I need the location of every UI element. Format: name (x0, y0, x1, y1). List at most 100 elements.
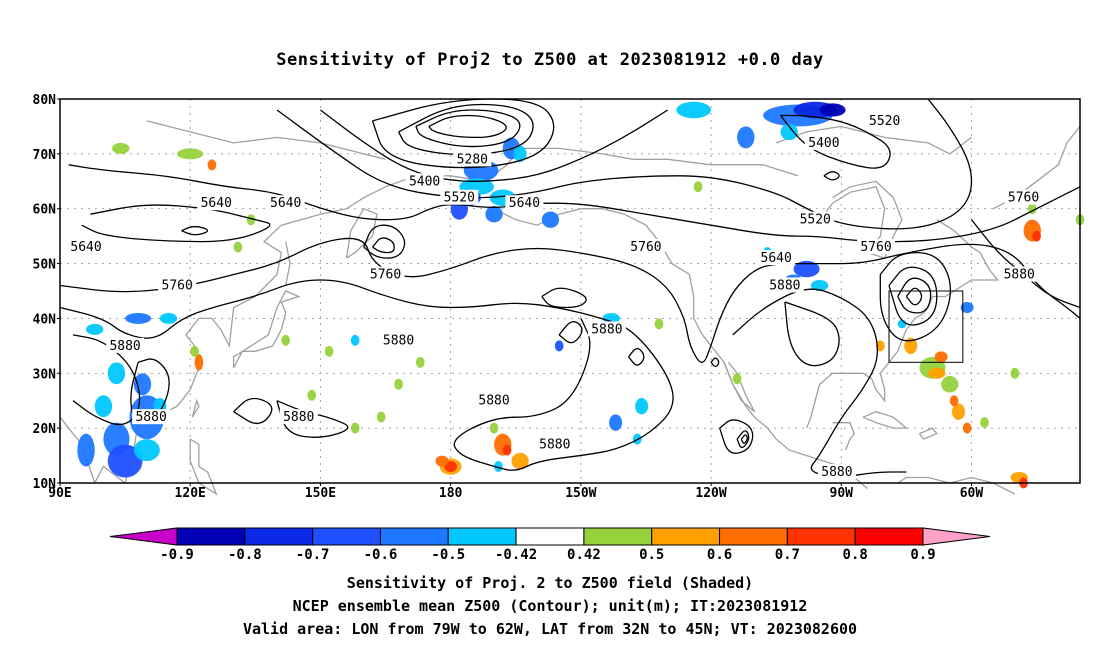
colorbar-label: 0.5 (639, 547, 664, 563)
z500-contour (736, 430, 750, 448)
sensitivity-blob (350, 422, 360, 434)
sensitivity-blob (904, 337, 918, 355)
lon-tick-label: 120E (175, 486, 206, 501)
sensitivity-blob (962, 422, 972, 434)
lon-tick-label: 60W (960, 486, 984, 501)
sensitivity-blob (780, 123, 798, 141)
coastline (832, 422, 856, 451)
sensitivity-blob (951, 403, 965, 420)
sensitivity-blob (307, 389, 317, 401)
colorbar: -0.9 -0.8 -0.7 -0.6 -0.5 -0.42 0.42 0.5 0.6 0.7 0.… (109, 527, 991, 563)
lat-tick-label: 80N (33, 93, 57, 108)
coastline (191, 398, 200, 418)
contour-label: 5520 (800, 213, 831, 228)
z500-contour (428, 114, 507, 139)
sensitivity-blob (485, 205, 503, 223)
colorbar-box (312, 527, 381, 546)
coastline (493, 208, 868, 489)
contour-label: 5520 (869, 114, 900, 129)
z500-contour (719, 419, 754, 454)
z500-contour (970, 219, 1081, 309)
contour-label: 5880 (539, 438, 570, 453)
sensitivity-blob (125, 312, 152, 324)
colorbar-box (719, 527, 788, 546)
z500-contour (897, 277, 932, 314)
contour-label: 5400 (409, 174, 440, 189)
coastline (775, 125, 972, 155)
colorbar-box (515, 527, 585, 546)
z500-contour (371, 98, 555, 169)
z500-contour (320, 109, 669, 182)
z500-contour (276, 400, 349, 438)
z500-contour (779, 114, 891, 169)
sensitivity-blob (415, 356, 425, 368)
sensitivity-blob (194, 354, 204, 371)
contour-label: 5760 (860, 240, 891, 255)
colorbar-label: -0.5 (431, 547, 465, 563)
sensitivity-blob (394, 378, 403, 390)
sensitivity-blob (435, 455, 449, 467)
sensitivity-blob (949, 395, 959, 407)
z500-contour (59, 237, 1081, 363)
coastline (232, 290, 301, 369)
colorbar-box (244, 527, 314, 546)
contour-label: 5880 (109, 339, 140, 354)
z500-contour (710, 357, 720, 368)
sensitivity-blob (511, 452, 529, 470)
sensitivity-blob (554, 340, 564, 352)
contour-label: 5400 (808, 136, 839, 151)
sensitivity-blob (107, 444, 143, 478)
z500-contour (879, 251, 951, 342)
sensitivity-blob (960, 301, 974, 313)
contour-label: 5880 (591, 322, 622, 337)
coastline (285, 241, 291, 286)
z500-contour (823, 171, 840, 181)
sensitivity-blob (541, 211, 560, 228)
z500-contour (888, 266, 938, 326)
z500-contour (233, 397, 273, 425)
z500-contour (541, 287, 587, 309)
sensitivity-blob (934, 351, 948, 363)
lon-tick-label: 180 (439, 486, 463, 501)
sensitivity-blob (1010, 367, 1020, 379)
colorbar-label: -0.42 (495, 547, 537, 563)
colorbar-box (583, 527, 653, 546)
contour-label: 5640 (270, 196, 301, 211)
lat-tick-label: 50N (33, 258, 57, 273)
z500-contour (72, 334, 141, 426)
z500-contour (363, 224, 406, 259)
sensitivity-blob (494, 461, 503, 473)
sensitivity-blob (513, 145, 527, 163)
lon-tick-label: 90E (48, 486, 71, 501)
colorbar-label: -0.6 (364, 547, 398, 563)
lat-tick-label: 60N (33, 203, 57, 218)
sensitivity-blob (793, 260, 820, 278)
colorbar-box (786, 527, 856, 546)
z500-contour (628, 347, 645, 366)
sensitivity-blob (86, 323, 104, 335)
colorbar-box (447, 527, 517, 546)
lon-tick-label: 90W (830, 486, 854, 501)
z500-contour (130, 358, 170, 421)
contour-label: 5640 (70, 240, 101, 255)
sensitivity-blob (737, 126, 755, 149)
sensitivity-blob (112, 142, 130, 154)
coastline (805, 219, 999, 429)
contour-label: 5760 (370, 268, 401, 283)
sensitivity-blob (676, 101, 712, 119)
colorbar-label: 0.9 (910, 547, 935, 563)
coastline (918, 427, 938, 440)
colorbar-label: -0.8 (228, 547, 262, 563)
sensitivity-blob (941, 376, 959, 393)
coastline (345, 207, 378, 259)
contour-label: 5760 (630, 240, 661, 255)
z500-contour (784, 301, 840, 367)
coastline (146, 120, 386, 160)
z500-contour (81, 204, 271, 243)
lon-tick-label: 150E (305, 486, 336, 501)
sensitivity-blob (810, 280, 829, 291)
z500-contour (276, 98, 973, 230)
sensitivity-blob (107, 362, 126, 385)
colorbar-high-arrow (922, 527, 991, 546)
